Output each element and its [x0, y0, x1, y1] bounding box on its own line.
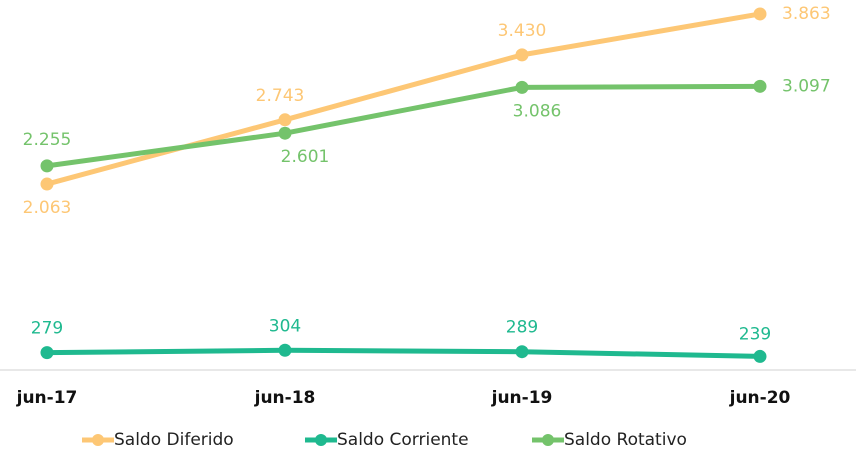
x-tick-label: jun-20	[729, 388, 791, 408]
point	[515, 80, 529, 94]
data-label: 3.430	[498, 21, 547, 41]
data-label: 2.743	[256, 86, 305, 106]
data-label: 239	[739, 324, 771, 344]
point	[753, 79, 767, 93]
legend-label: Saldo Corriente	[337, 430, 469, 450]
legend-label: Saldo Diferido	[114, 430, 234, 450]
data-label: 3.086	[513, 101, 562, 121]
x-tick-label: jun-18	[254, 388, 316, 408]
point	[40, 159, 54, 173]
data-label: 304	[269, 316, 301, 336]
point	[278, 113, 292, 127]
x-tick-label: jun-17	[16, 388, 78, 408]
data-label: 2.601	[281, 147, 330, 167]
point	[753, 7, 767, 21]
data-label: 3.097	[782, 76, 831, 96]
point	[753, 349, 767, 363]
point	[40, 177, 54, 191]
legend-marker	[542, 434, 554, 446]
data-label: 2.255	[23, 130, 72, 150]
series-line	[46, 11, 761, 187]
series-line	[46, 83, 761, 169]
legend-marker	[92, 434, 104, 446]
data-label: 2.063	[23, 198, 72, 218]
point	[278, 126, 292, 140]
legend-label: Saldo Rotativo	[564, 430, 687, 450]
series-line	[46, 347, 761, 359]
point	[40, 346, 54, 360]
legend-marker	[315, 434, 327, 446]
x-tick-label: jun-19	[491, 388, 553, 408]
data-label: 279	[31, 319, 63, 339]
point	[515, 48, 529, 62]
point	[515, 345, 529, 359]
point	[278, 343, 292, 357]
data-label: 3.863	[782, 4, 831, 24]
data-label: 289	[506, 318, 538, 338]
